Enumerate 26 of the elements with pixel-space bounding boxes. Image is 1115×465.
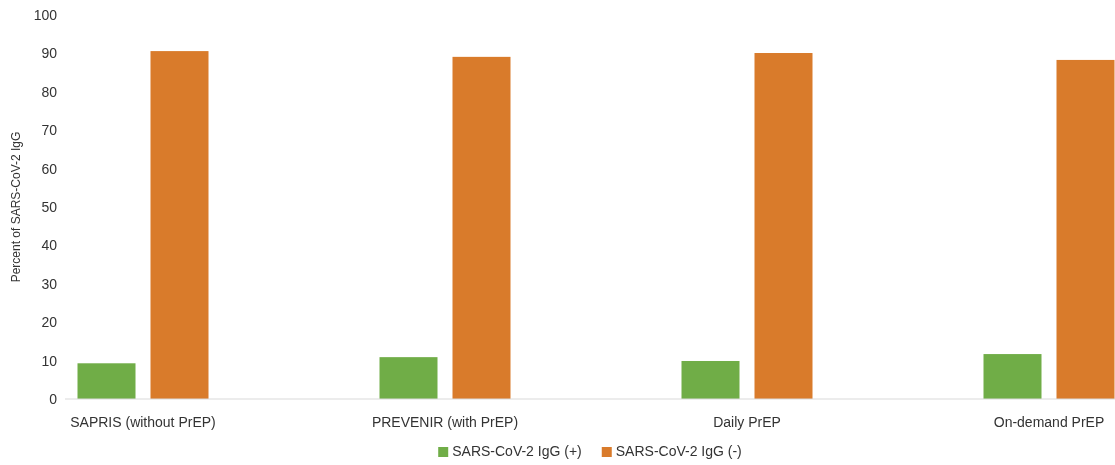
bar (150, 51, 209, 399)
y-tick-label: 40 (41, 237, 58, 254)
legend-label: SARS-CoV-2 IgG (-) (615, 443, 742, 459)
bar (77, 363, 136, 399)
y-tick-label: 30 (41, 275, 58, 292)
x-tick-label: On-demand PrEP (993, 414, 1105, 430)
bar (754, 53, 813, 399)
y-axis-title: Percent of SARS-CoV-2 IgG (9, 131, 23, 283)
bar (1056, 59, 1115, 399)
y-tick-label: 0 (49, 390, 58, 407)
legend-label: SARS-CoV-2 IgG (+) (452, 443, 582, 459)
y-tick-label: 50 (41, 198, 58, 215)
y-tick-label: 80 (41, 83, 58, 100)
y-tick-label: 70 (41, 122, 58, 139)
x-tick-label: SAPRIS (without PrEP) (70, 414, 216, 430)
x-tick-label: PREVENIR (with PrEP) (371, 414, 519, 430)
bar (452, 56, 511, 399)
bar (681, 360, 740, 399)
y-tick-label: 60 (41, 160, 58, 177)
y-tick-label: 10 (41, 352, 58, 369)
bar (379, 357, 438, 399)
y-tick-label: 20 (41, 314, 58, 331)
y-tick-label: 100 (33, 6, 58, 23)
bar (983, 354, 1042, 399)
x-tick-label: Daily PrEP (713, 414, 781, 430)
y-tick-label: 90 (41, 45, 58, 62)
